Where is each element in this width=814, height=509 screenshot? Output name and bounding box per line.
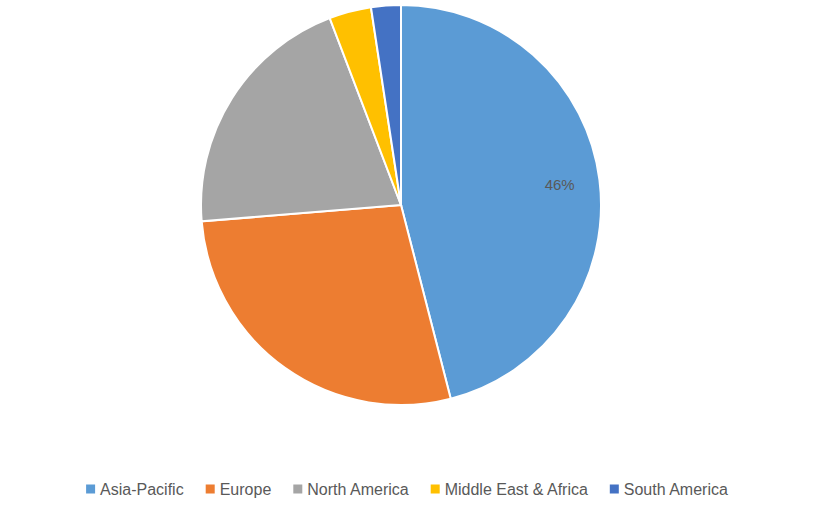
legend-label: Asia-Pacific <box>100 481 184 498</box>
data-label: 46% <box>545 176 575 193</box>
legend-label: North America <box>307 481 408 498</box>
legend: Asia-Pacific Europe North America Middle Ea… <box>86 481 728 498</box>
legend-swatch <box>206 485 215 494</box>
legend-swatch <box>86 485 95 494</box>
data-labels: 46% <box>545 176 575 193</box>
legend-swatch <box>431 485 440 494</box>
slices <box>201 5 601 405</box>
legend-swatch <box>293 485 302 494</box>
pie-slice <box>371 5 401 205</box>
legend-label: South America <box>624 481 728 498</box>
legend-swatch <box>610 485 619 494</box>
legend-label: Middle East & Africa <box>445 481 588 498</box>
legend-label: Europe <box>220 481 272 498</box>
chart: 46% Asia-Pacific Europe North America Middle… <box>0 0 814 509</box>
pie-slice <box>202 205 451 405</box>
